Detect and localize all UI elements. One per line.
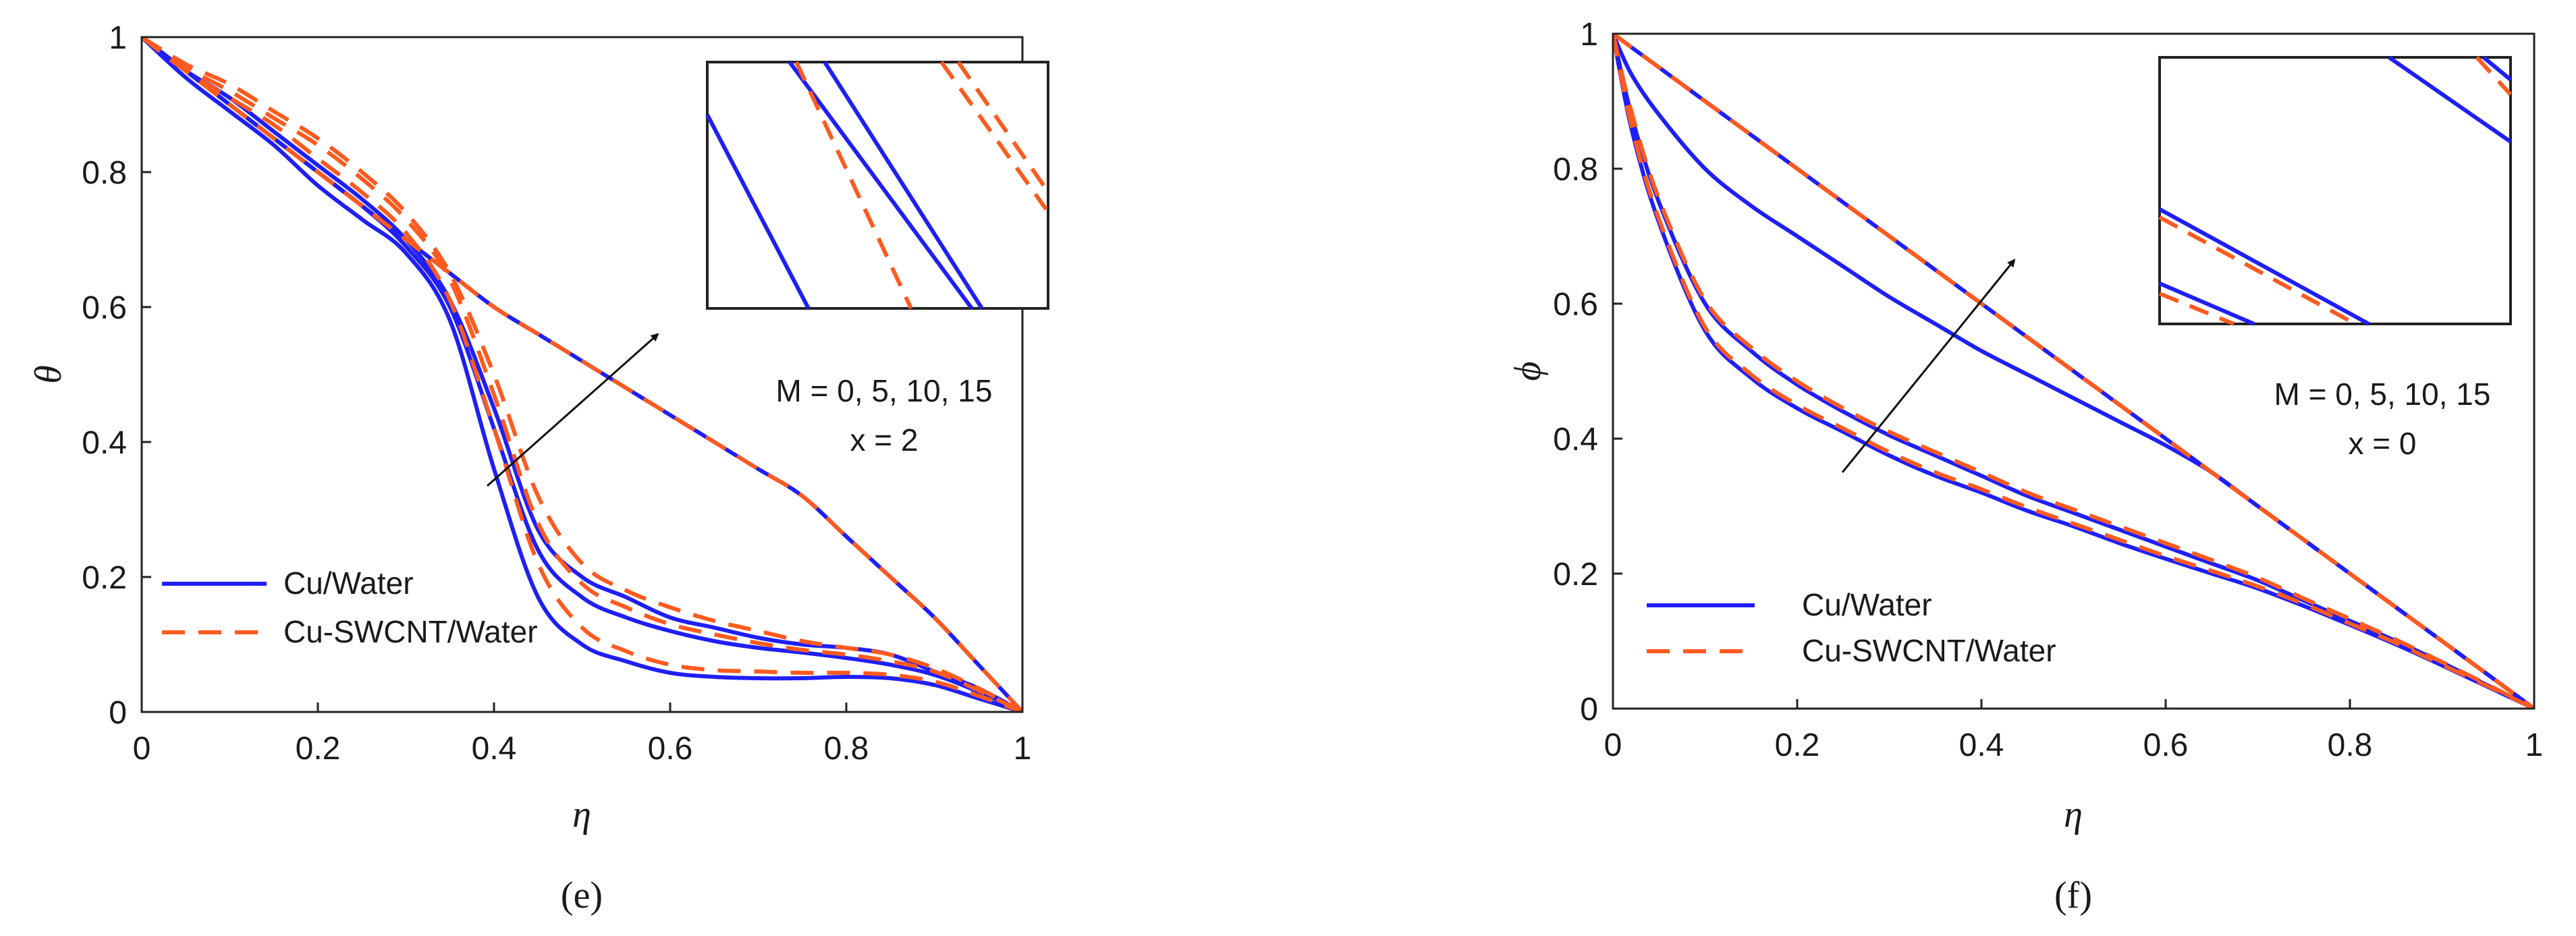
chart-f-panel-label: (f) [2054,875,2092,916]
chart-e-y-tick-label: 0.8 [82,155,127,191]
legend-label-cu-water: Cu/Water [283,566,414,601]
chart-f-inset [2158,55,2513,326]
chart-e-series-line-1 [142,37,1022,712]
chart-e-inset-line [823,61,984,310]
chart-e-panel-label: (e) [561,875,603,916]
chart-f-x-tick-label: 1 [2525,727,2544,763]
chart-e-inset-line [788,61,974,310]
legend-label-cu-water: Cu/Water [1802,587,1932,622]
chart-f-xlabel: η [2064,794,2083,835]
chart-e-annotation-2: x = 2 [850,422,918,458]
chart-e-y-tick-label: 0.6 [82,290,127,326]
chart-e-y-tick-label: 1 [109,20,127,56]
chart-f-inset-frame [2158,56,2512,325]
chart-f-ylabel: ϕ [1507,362,1549,381]
chart-f: 0 0.2 0.4 0.6 0.8 1 0 0.2 0.4 0.6 0.8 1 M = 0, 5, 1… [1507,17,2543,916]
chart-f-x-tick-label: 0.4 [1959,727,2004,763]
chart-e-x-tick-label: 0.4 [472,731,517,767]
chart-f-y-tick-label: 0.2 [1553,557,1598,593]
chart-f-x-tick-label: 0.2 [1775,727,1820,763]
chart-e-plot-frame [140,36,1024,713]
chart-e-legend: Cu/Water Cu-SWCNT/Water [162,566,538,649]
chart-e-y-tick-label: 0.2 [82,560,127,596]
chart-f-inset-line [2158,215,2357,326]
chart-e-series-line-4 [142,37,1022,712]
chart-e-y-tick-label: 0.4 [82,425,127,461]
chart-f-annotation-1: M = 0, 5, 10, 15 [2274,377,2491,412]
chart-f-inset-line [2158,281,2255,326]
chart-e-x-tick-label: 0.6 [648,731,693,767]
chart-f-annotation-2: x = 0 [2348,426,2416,461]
chart-f-inset-line [2475,55,2513,97]
chart-e-lines [142,37,1022,712]
chart-e-series-line-2 [142,37,1022,712]
chart-e-series-line-7 [142,37,1022,712]
chart-e-series-line-3 [142,37,1022,712]
chart-f-inset-line [2158,292,2235,326]
chart-f-lines [1613,34,2534,709]
chart-f-arrow [1841,258,2016,473]
chart-f-series-line-5 [1613,34,2534,709]
chart-f-series-line-7 [1613,34,2534,709]
chart-e-x-tick-label: 1 [1014,731,1032,767]
chart-e-y-tick-label: 0 [109,695,127,731]
chart-f-y-tick-label: 0.8 [1553,152,1598,188]
chart-f-series-line-6 [1613,34,2534,709]
chart-e-xlabel: η [572,794,591,835]
chart-f-y-tick-label: 0.4 [1553,422,1598,458]
legend-label-cu-swcnt-water: Cu-SWCNT/Water [283,614,538,649]
chart-f-x-tick-label: 0 [1604,727,1622,763]
chart-f-x-tick-label: 0.8 [2328,727,2373,763]
chart-e-x-tick-label: 0.8 [824,731,869,767]
chart-e-x-tick-label: 0 [133,731,151,767]
chart-e-series-line-5 [142,37,1022,712]
chart-f-plot-frame [1612,32,2536,710]
chart-e-x-tick-label: 0.2 [296,731,341,767]
chart-e-series-line-6 [142,37,1022,712]
chart-e-ylabel: θ [28,365,70,384]
chart-e-inset-line [705,113,811,310]
chart-f-ticks: 0 0.2 0.4 0.6 0.8 1 0 0.2 0.4 0.6 0.8 1 [1553,17,2543,763]
chart-f-x-tick-label: 0.6 [2143,727,2189,763]
chart-f-y-tick-label: 1 [1580,17,1598,53]
chart-f-inset-line [2482,55,2512,82]
chart-e-inset-frame [706,61,1049,310]
chart-f-legend: Cu/Water Cu-SWCNT/Water [1647,587,2056,668]
chart-f-y-tick-label: 0 [1580,692,1598,727]
chart-e-inset [705,61,1049,310]
chart-e-annotation-1: M = 0, 5, 10, 15 [776,373,993,408]
chart-f-inset-line [2158,207,2370,326]
legend-label-cu-swcnt-water: Cu-SWCNT/Water [1802,633,2056,668]
chart-e-inset-line [956,61,1048,190]
chart-f-inset-line [2388,55,2512,144]
chart-e-arrow [487,333,659,487]
chart-e-inset-line [794,61,913,310]
chart-e-ticks: 0 0.2 0.4 0.6 0.8 1 0 0.2 0.4 0.6 0.8 1 [82,20,1031,767]
chart-f-y-tick-label: 0.6 [1553,287,1598,323]
chart-e: 0 0.2 0.4 0.6 0.8 1 0 0.2 0.4 0.6 0.8 1 M = 0, 5, 1… [28,20,1049,916]
